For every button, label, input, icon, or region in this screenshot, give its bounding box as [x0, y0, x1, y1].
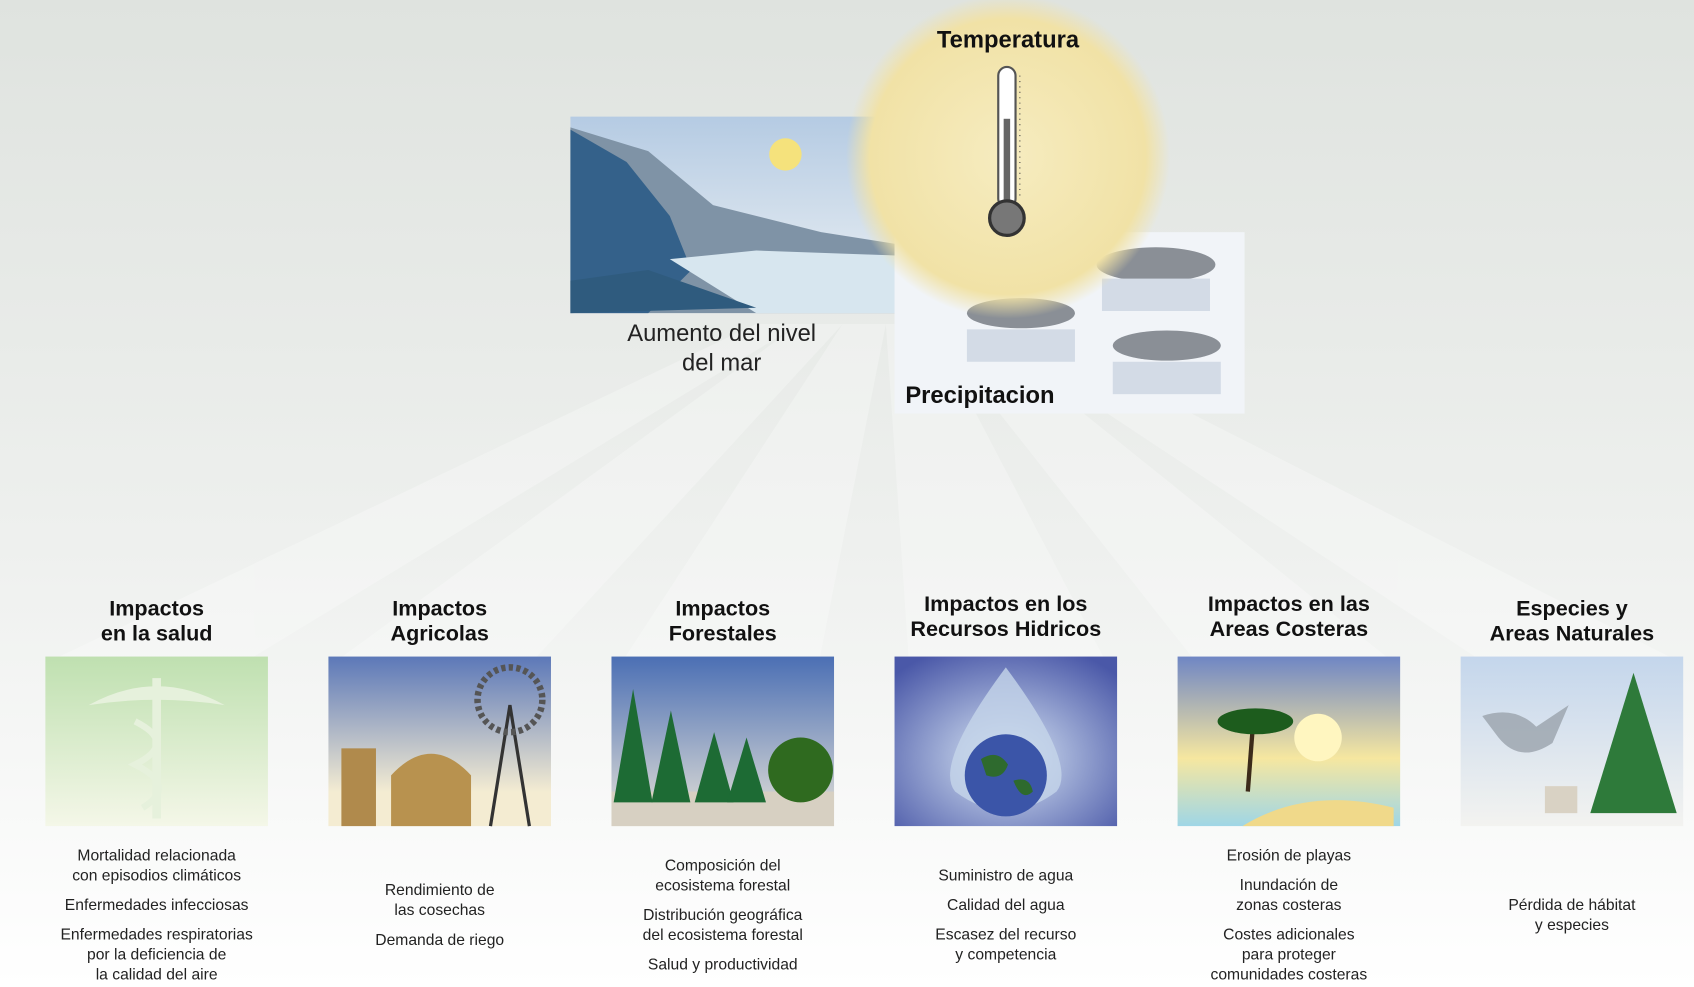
impact-image	[1177, 656, 1401, 827]
icon	[88, 686, 225, 706]
light-beam	[342, 323, 843, 657]
impact-item: Rendimiento de	[385, 882, 495, 899]
impact-item: Salud y productividad	[648, 957, 798, 974]
icon	[391, 753, 472, 827]
impact-title: Impactos en las	[1208, 591, 1370, 616]
icon	[1544, 786, 1578, 814]
light-beam	[625, 323, 886, 657]
icon	[651, 710, 691, 803]
icon	[613, 688, 653, 803]
impact-title: Forestales	[669, 620, 777, 645]
impact-item: ecosistema forestal	[655, 877, 790, 894]
icon	[694, 732, 734, 803]
light-beam	[59, 323, 800, 657]
impact-title: Especies y	[1516, 596, 1628, 621]
cause-label: Temperatura	[937, 27, 1080, 54]
impact-item: para proteger	[1242, 947, 1336, 964]
impact-title: Recursos Hidricos	[910, 616, 1101, 641]
impact-title: Impactos	[109, 596, 204, 621]
impact-item: Distribución geográfica	[643, 907, 803, 924]
impact-title: Agricolas	[390, 620, 488, 645]
impact-item: Demanda de riego	[375, 932, 504, 949]
temperature-image	[845, 0, 1170, 319]
impact-item: zonas costeras	[1236, 897, 1341, 914]
impact-item: por la deficiencia de	[87, 947, 227, 964]
icon	[341, 748, 376, 827]
sea-level-image	[570, 116, 938, 314]
impact-item: Suministro de agua	[938, 867, 1073, 884]
impact-item: con episodios climáticos	[72, 867, 241, 884]
impact-item: Enfermedades infecciosas	[65, 897, 249, 914]
impact-item: y especies	[1535, 917, 1609, 934]
cause-label: Aumento del nivel	[627, 320, 816, 347]
impact-title: Areas Costeras	[1210, 616, 1368, 641]
impact-title: Impactos	[392, 596, 487, 621]
impact-title: Impactos en los	[924, 591, 1087, 616]
impact-title: Impactos	[675, 596, 770, 621]
impact-item: Escasez del recurso	[935, 927, 1076, 944]
impact-item: las cosechas	[394, 902, 485, 919]
impact-item: Costes adicionales	[1223, 927, 1355, 944]
icon	[488, 704, 531, 827]
cause-label: del mar	[682, 349, 761, 376]
impact-item: la calidad del aire	[96, 967, 218, 984]
icon	[964, 734, 1047, 817]
impact-item: comunidades costeras	[1211, 967, 1368, 984]
impact-item: Calidad del agua	[947, 897, 1065, 914]
icon	[1294, 713, 1342, 762]
icon	[1590, 672, 1677, 814]
impact-item: Pérdida de hábitat	[1508, 897, 1636, 914]
impact-item: del ecosistema forestal	[643, 927, 803, 944]
impact-item: y competencia	[955, 947, 1056, 964]
icon	[127, 718, 162, 811]
impact-item: Inundación de	[1240, 877, 1339, 894]
icon	[1217, 708, 1294, 735]
icon	[474, 664, 546, 736]
impact-title: Areas Naturales	[1490, 620, 1654, 645]
impact-item: Composición del	[665, 857, 781, 874]
icon	[1482, 705, 1569, 753]
impact-title: en la salud	[101, 620, 213, 645]
impact-item: Mortalidad relacionada	[77, 847, 236, 864]
impact-item: Erosión de playas	[1227, 847, 1352, 864]
icon	[727, 737, 766, 803]
icon	[768, 737, 833, 803]
cause-label: Precipitacion	[905, 382, 1054, 409]
icon	[980, 754, 1033, 796]
impact-item: Enfermedades respiratorias	[60, 927, 253, 944]
icon	[1242, 800, 1394, 827]
